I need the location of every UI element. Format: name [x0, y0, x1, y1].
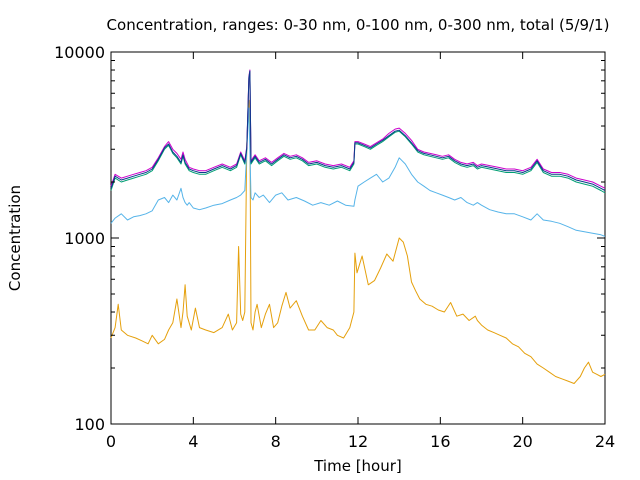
- series-line-4: [110, 69, 606, 189]
- x-tick-label: 20: [512, 432, 532, 451]
- series-line-2: [110, 107, 606, 237]
- plot-area-frame: [110, 51, 606, 425]
- series-line-1: [110, 99, 606, 384]
- series-line-5: [110, 70, 606, 191]
- x-tick-label: 24: [595, 432, 615, 451]
- x-axis-ticks: 0 4 8 12 16 20 24: [106, 52, 615, 451]
- y-tick-label: 10000: [54, 43, 105, 62]
- x-tick-label: 12: [348, 432, 368, 451]
- y-axis-label: Concentration: [6, 185, 24, 291]
- y-tick-label: 1000: [64, 229, 105, 248]
- y-tick-label: 100: [74, 415, 105, 434]
- x-tick-label: 0: [106, 432, 116, 451]
- series-line-3: [110, 71, 606, 194]
- x-axis-label: Time [hour]: [313, 457, 402, 475]
- x-tick-label: 8: [271, 432, 281, 451]
- y-axis-ticks: 100 1000 10000: [54, 43, 605, 434]
- x-tick-label: 16: [430, 432, 450, 451]
- chart-title: Concentration, ranges: 0-30 nm, 0-100 nm…: [107, 16, 610, 34]
- x-tick-label: 4: [188, 432, 198, 451]
- series-layer: [110, 69, 606, 384]
